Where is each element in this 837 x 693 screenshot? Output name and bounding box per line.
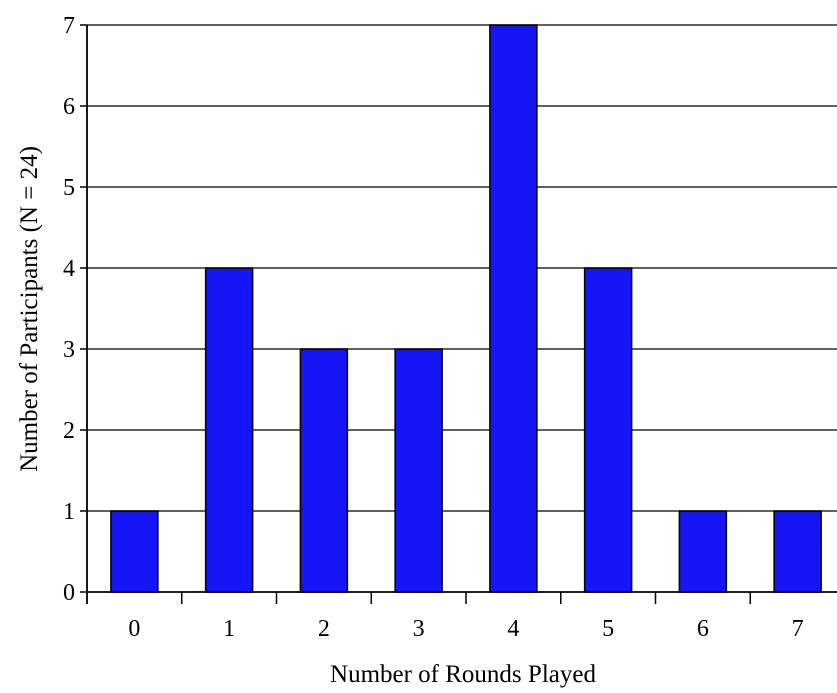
y-tick-label-7: 7 bbox=[63, 13, 75, 39]
y-tick-label-4: 4 bbox=[63, 256, 75, 282]
y-tick-labels: 0 1 2 3 4 5 6 7 bbox=[63, 13, 75, 606]
x-tick-label-1: 1 bbox=[223, 616, 235, 642]
bar-0 bbox=[110, 510, 159, 593]
x-tick-label-4: 4 bbox=[507, 616, 519, 642]
bar-6 bbox=[678, 510, 728, 593]
gridlines bbox=[87, 24, 837, 512]
x-tick-labels: 0 1 2 3 4 5 6 7 bbox=[128, 616, 803, 642]
y-tick-label-3: 3 bbox=[63, 337, 75, 363]
y-tick-label-1: 1 bbox=[63, 499, 75, 525]
x-axis-label: Number of Rounds Played bbox=[330, 661, 596, 688]
x-tick-label-3: 3 bbox=[413, 616, 425, 642]
axes bbox=[80, 24, 837, 604]
bar-5 bbox=[583, 267, 633, 593]
bar-1 bbox=[204, 267, 254, 593]
x-tick-label-2: 2 bbox=[318, 616, 330, 642]
y-tick-label-2: 2 bbox=[63, 418, 75, 444]
bar-7 bbox=[773, 510, 822, 593]
bar-3 bbox=[394, 348, 443, 593]
x-tick-label-0: 0 bbox=[128, 616, 140, 642]
y-tick-label-6: 6 bbox=[63, 94, 75, 120]
y-tick-label-5: 5 bbox=[63, 175, 75, 201]
bar-2 bbox=[299, 348, 349, 593]
bar-4 bbox=[489, 24, 538, 593]
x-tick-label-6: 6 bbox=[697, 616, 709, 642]
x-tick-label-7: 7 bbox=[792, 616, 804, 642]
bars bbox=[110, 24, 822, 593]
x-tick-label-5: 5 bbox=[602, 616, 614, 642]
y-tick-label-0: 0 bbox=[63, 580, 75, 606]
y-axis-label: Number of Participants (N = 24) bbox=[16, 146, 43, 472]
